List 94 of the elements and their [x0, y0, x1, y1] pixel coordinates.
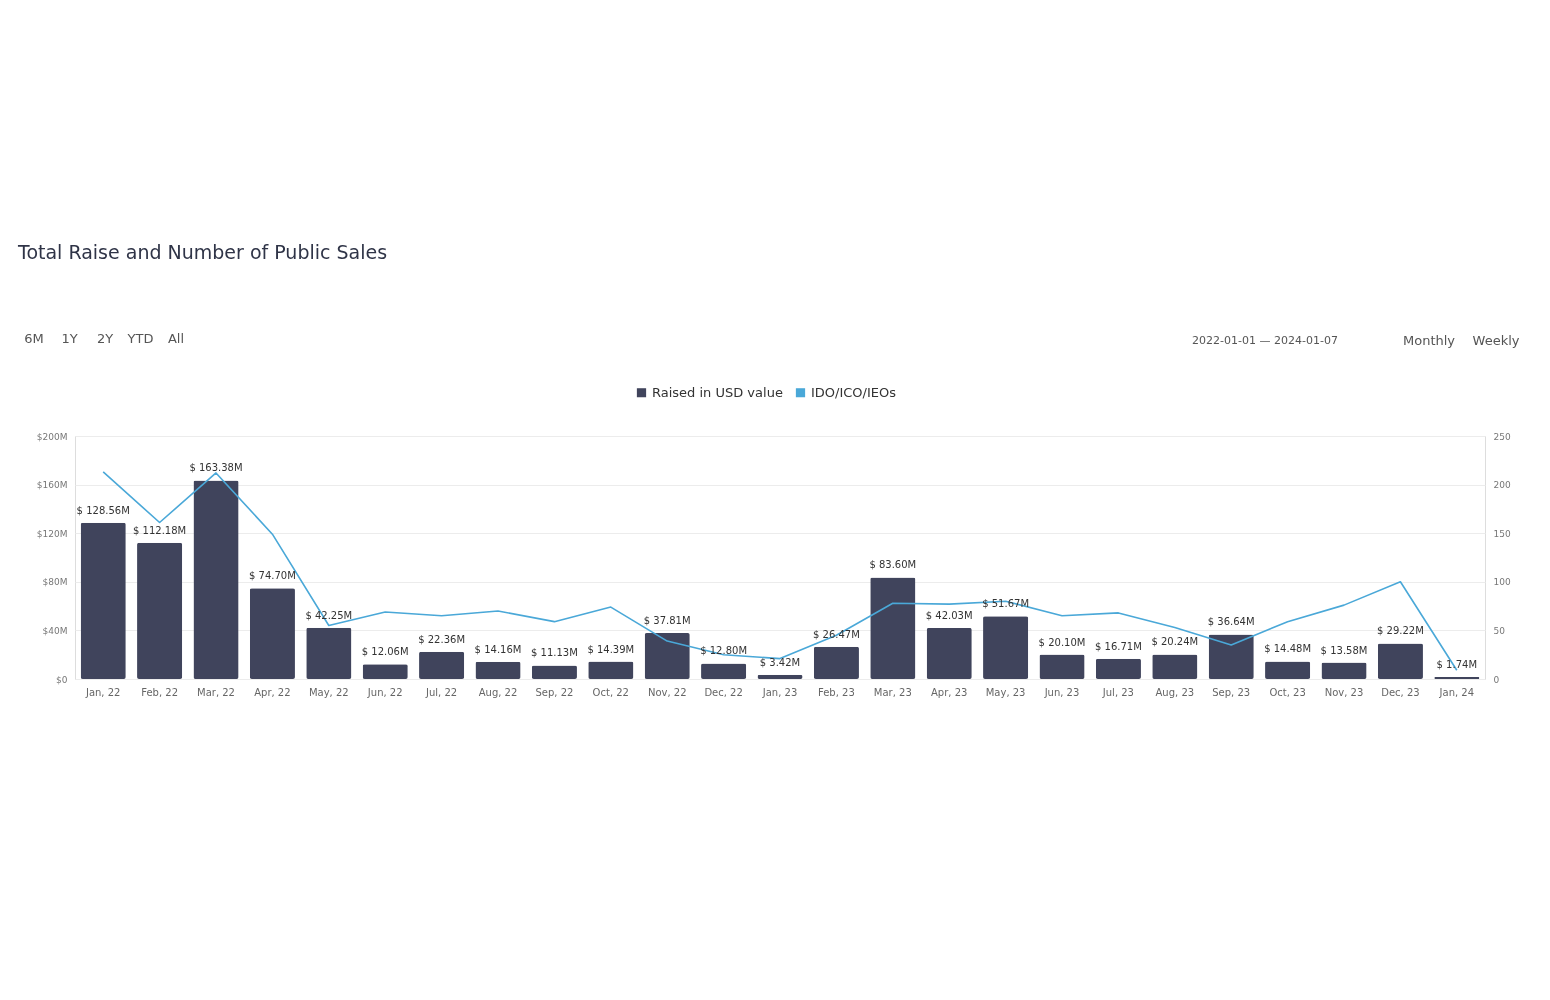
- data-label: $ 37.81M: [643, 615, 691, 627]
- bar: [588, 661, 634, 679]
- y-tick-label: $0: [56, 674, 68, 685]
- data-label: $ 13.58M: [1320, 644, 1368, 656]
- legend-label: Raised in USD value: [652, 384, 783, 400]
- x-tick-label: Jul, 23: [1101, 686, 1134, 698]
- x-tick-label: Aug, 22: [478, 686, 518, 698]
- data-label: $ 83.60M: [869, 559, 917, 571]
- y2-tick-label: 150: [1493, 528, 1511, 539]
- x-tick-label: Jan, 22: [84, 686, 121, 698]
- bar: [419, 651, 465, 679]
- data-label: $ 14.48M: [1264, 643, 1311, 655]
- bar: [1095, 658, 1141, 679]
- bar: [137, 542, 183, 679]
- y2-tick-label: 0: [1493, 674, 1500, 685]
- x-tick-label: Feb, 23: [818, 686, 855, 698]
- data-label: $ 12.80M: [700, 645, 747, 657]
- text: Monthly: [1402, 333, 1456, 348]
- text: Weekly: [1472, 333, 1520, 348]
- data-label: $ 22.36M: [418, 633, 465, 645]
- x-tick-label: Oct, 22: [592, 686, 629, 698]
- bar: [1208, 634, 1254, 679]
- x-tick-label: Apr, 22: [254, 686, 291, 698]
- bar: [757, 674, 803, 679]
- x-tick-label: Mar, 23: [873, 686, 912, 698]
- x-tick-label: Nov, 22: [647, 686, 687, 698]
- bar: [1152, 654, 1198, 679]
- x-tick-label: Jun, 23: [1043, 686, 1080, 698]
- data-label: $ 128.56M: [76, 504, 130, 516]
- bar: [983, 616, 1029, 679]
- data-label: $ 20.24M: [1151, 636, 1199, 648]
- bar: [701, 663, 747, 679]
- y2-tick-label: 250: [1493, 431, 1511, 442]
- y-tick-label: $120M: [36, 528, 68, 539]
- bar: [475, 661, 521, 679]
- data-label: $ 112.18M: [133, 524, 187, 536]
- data-label: $ 42.03M: [925, 609, 973, 621]
- x-tick-label: Jan, 23: [761, 686, 798, 698]
- legend-label: IDO/ICO/IEOs: [811, 384, 897, 400]
- bar: [249, 588, 295, 679]
- text: All: [167, 331, 185, 346]
- x-tick-label: Feb, 22: [141, 686, 178, 698]
- bar: [813, 646, 859, 679]
- x-tick-label: Dec, 23: [1381, 686, 1420, 698]
- x-tick-label: Apr, 23: [931, 686, 968, 698]
- x-tick-label: May, 22: [308, 686, 349, 698]
- data-label: $ 12.06M: [361, 646, 409, 658]
- bar: [193, 480, 239, 679]
- x-tick-label: May, 23: [985, 686, 1026, 698]
- bar: [1039, 654, 1085, 679]
- y2-tick-label: 100: [1493, 577, 1511, 588]
- y-tick-label: $80M: [42, 577, 68, 588]
- text: 1Y: [61, 331, 78, 346]
- data-label: $ 14.39M: [587, 643, 635, 655]
- x-tick-label: Jan, 24: [1438, 686, 1475, 698]
- x-tick-label: Mar, 22: [197, 686, 235, 698]
- chart-title: Total Raise and Number of Public Sales: [17, 241, 388, 263]
- data-label: $ 163.38M: [189, 462, 243, 474]
- data-label: $ 20.10M: [1038, 636, 1086, 648]
- bar: [926, 627, 972, 679]
- data-label: $ 29.22M: [1377, 625, 1424, 637]
- x-tick-label: Dec, 22: [704, 686, 743, 698]
- bar: [1265, 661, 1311, 679]
- data-label: $ 16.71M: [1095, 640, 1142, 652]
- y-tick-label: $200M: [36, 431, 68, 442]
- bar: [362, 664, 408, 679]
- x-tick-label: Nov, 23: [1324, 686, 1364, 698]
- y2-tick-label: 200: [1493, 480, 1511, 491]
- x-tick-label: Sep, 23: [1212, 686, 1251, 698]
- text: 2Y: [96, 331, 114, 346]
- bar: [1321, 662, 1367, 679]
- bar: [80, 522, 126, 679]
- data-label: $ 3.42M: [759, 656, 801, 668]
- data-label: $ 74.70M: [249, 570, 296, 582]
- x-tick-label: Jun, 22: [366, 686, 403, 698]
- text: 6M: [24, 331, 44, 346]
- bar: [306, 627, 352, 679]
- text: YTD: [126, 331, 154, 346]
- bar: [870, 577, 916, 679]
- bar: [531, 665, 577, 679]
- y-tick-label: $40M: [42, 625, 68, 636]
- text: 2022-01-01 — 2024-01-07: [1192, 334, 1338, 347]
- data-label: $ 36.64M: [1207, 616, 1255, 628]
- x-tick-label: Jul, 22: [425, 686, 458, 698]
- data-label: $ 11.13M: [531, 647, 578, 659]
- data-label: $ 14.16M: [474, 643, 522, 655]
- bar: [1434, 676, 1480, 679]
- bar: [644, 633, 690, 679]
- x-tick-label: Aug, 23: [1155, 686, 1195, 698]
- x-tick-label: Oct, 23: [1269, 686, 1306, 698]
- x-tick-label: Sep, 22: [535, 686, 574, 698]
- y-tick-label: $160M: [36, 480, 68, 491]
- bar: [1377, 643, 1423, 679]
- y2-tick-label: 50: [1493, 625, 1506, 636]
